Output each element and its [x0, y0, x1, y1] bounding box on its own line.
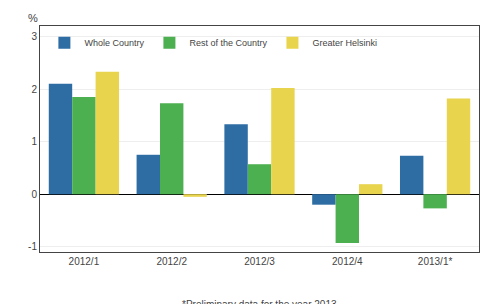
svg-text:%: % [28, 12, 38, 24]
svg-text:2012/4: 2012/4 [332, 256, 363, 267]
svg-text:*Preliminary data for the year: *Preliminary data for the year 2013 [182, 299, 337, 304]
svg-text:3: 3 [31, 31, 37, 42]
svg-text:1: 1 [31, 136, 37, 147]
svg-text:2012/2: 2012/2 [156, 256, 187, 267]
svg-text:Rest of the Country: Rest of the Country [189, 38, 267, 48]
svg-text:2013/1*: 2013/1* [418, 256, 453, 267]
svg-text:Whole Country: Whole Country [84, 38, 144, 48]
svg-text:2: 2 [31, 84, 37, 95]
svg-text:2012/1: 2012/1 [69, 256, 100, 267]
svg-text:-1: -1 [28, 241, 37, 252]
svg-text:2012/3: 2012/3 [244, 256, 275, 267]
svg-text:Greater Helsinki: Greater Helsinki [312, 38, 377, 48]
svg-text:0: 0 [31, 189, 37, 200]
